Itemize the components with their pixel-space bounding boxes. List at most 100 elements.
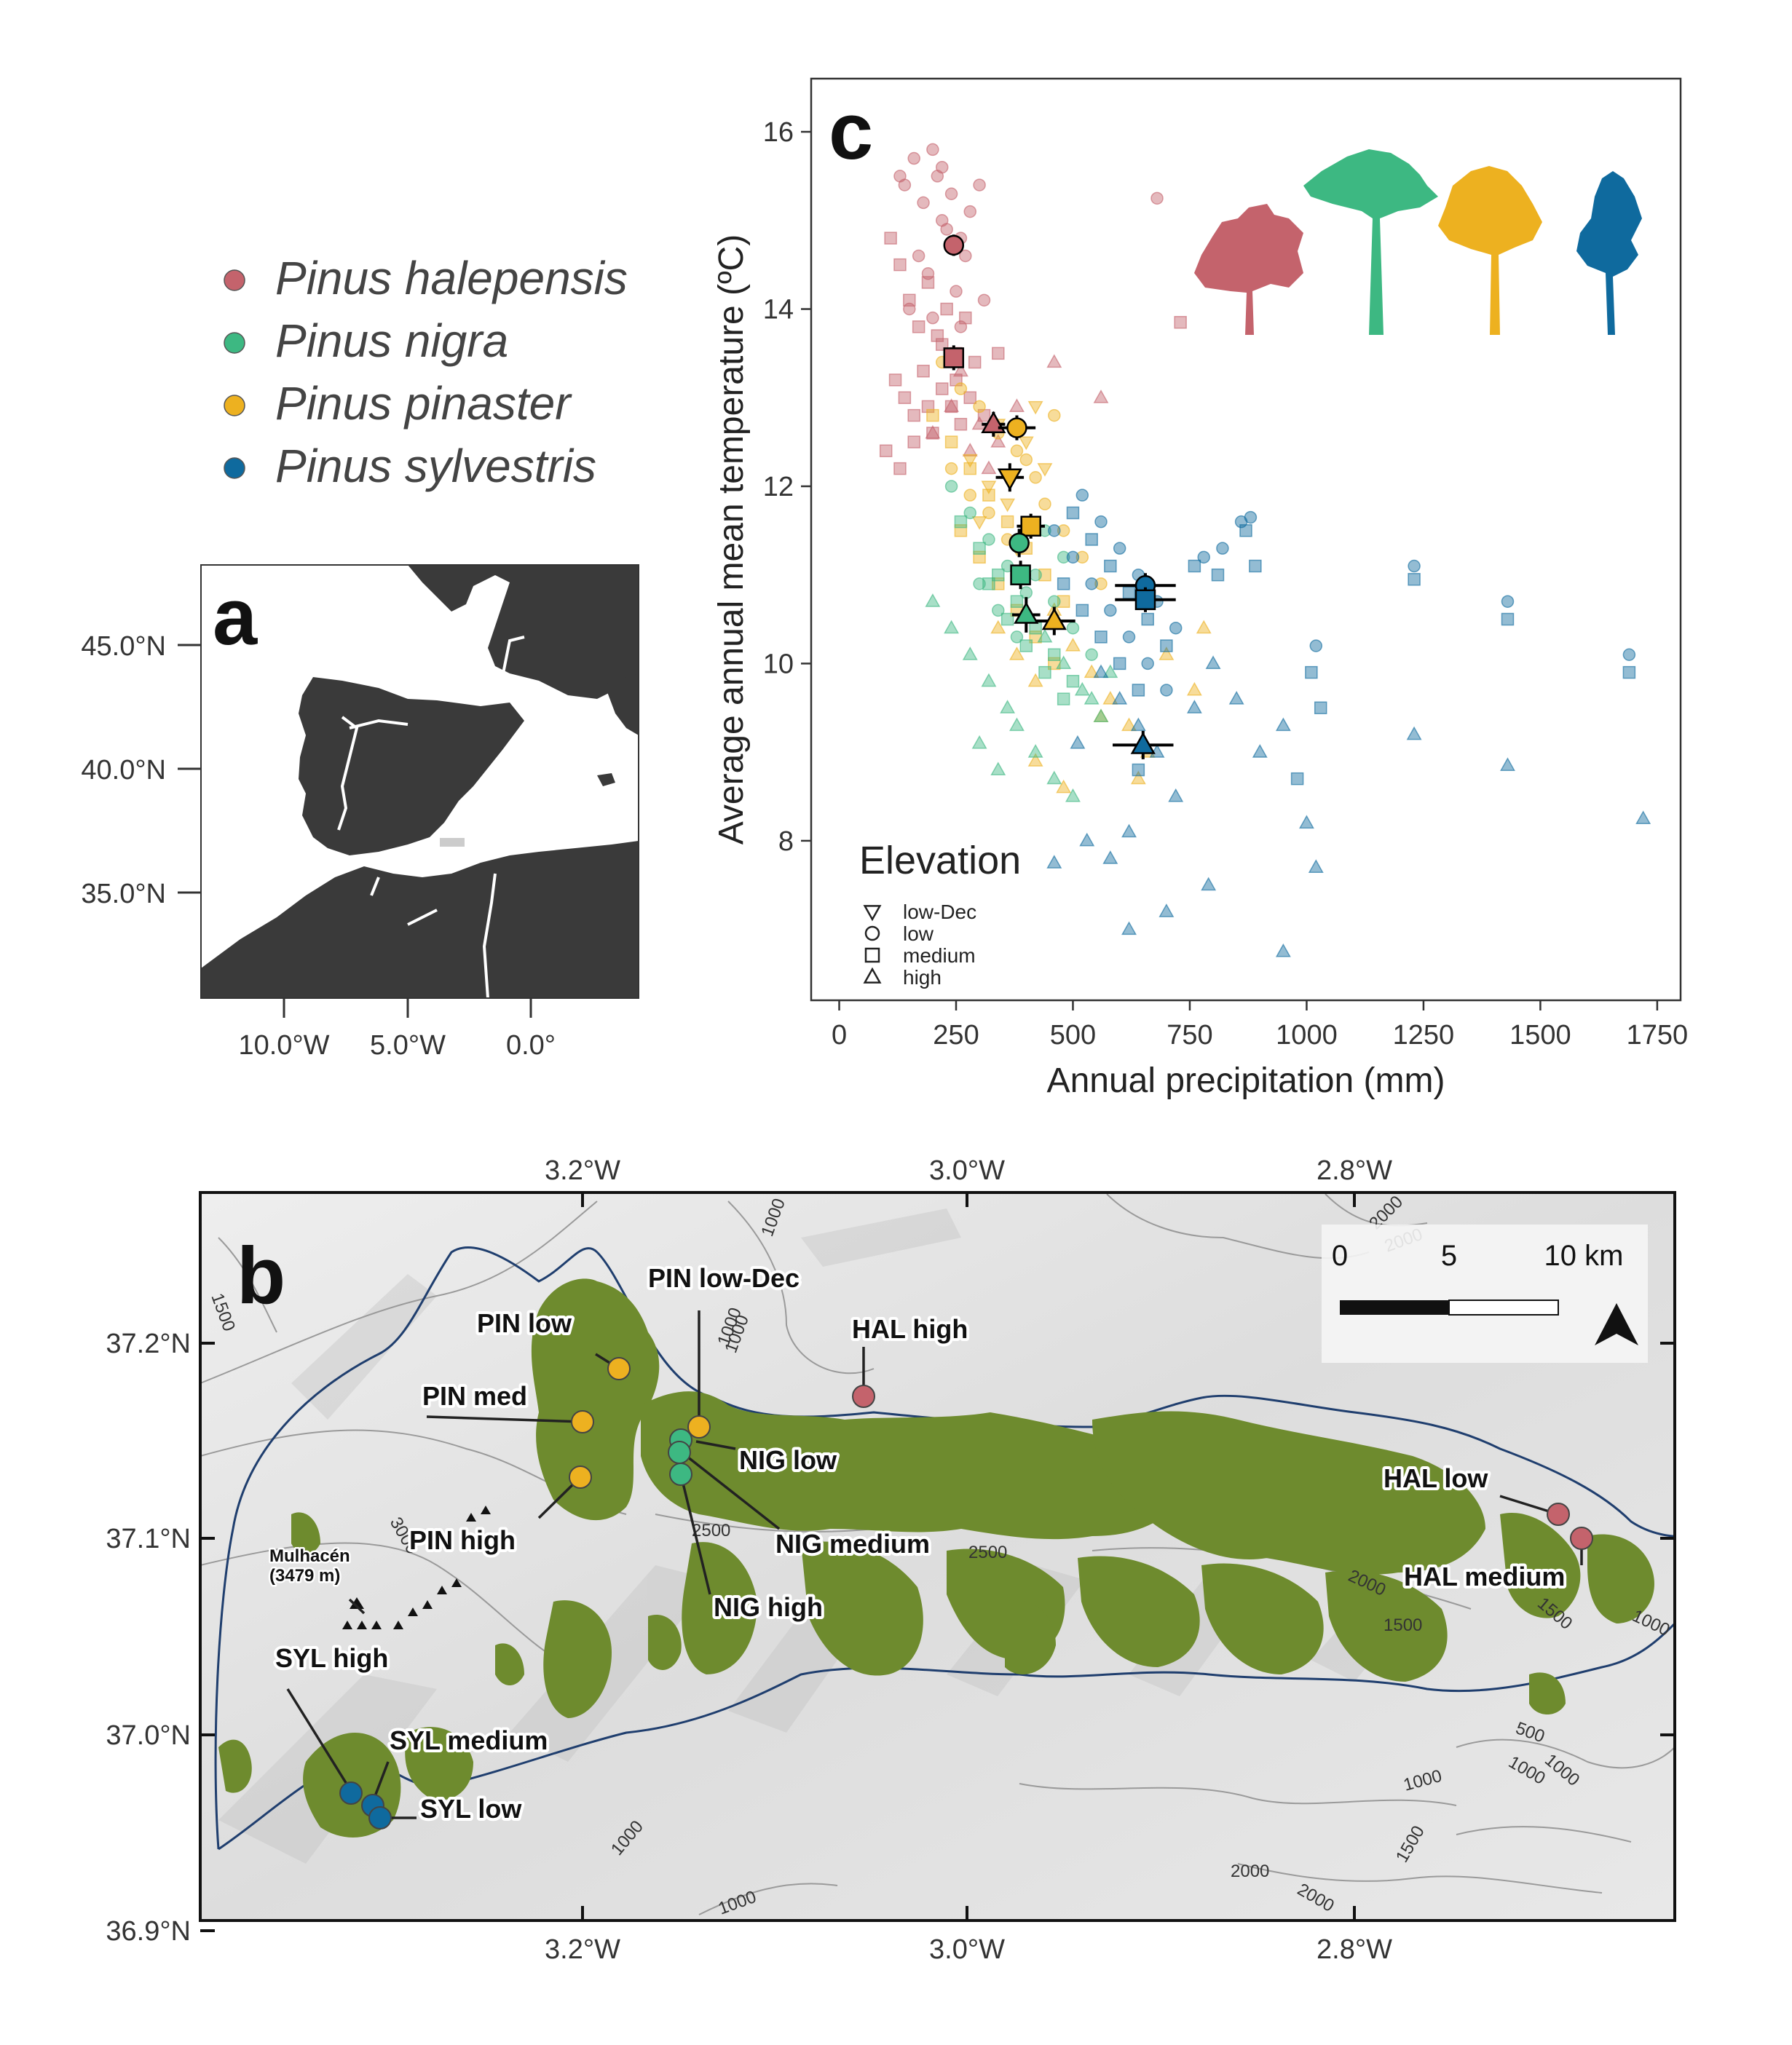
chart-point-sylvestris bbox=[1121, 921, 1137, 936]
chart-point-nigra bbox=[1027, 744, 1043, 758]
chart-point-halepensis bbox=[879, 444, 893, 458]
chart-point-halepensis bbox=[944, 398, 960, 412]
legend-label-sylvestris: Pinus sylvestris bbox=[275, 440, 596, 492]
chart-point-sylvestris bbox=[1066, 550, 1080, 564]
chart-point-nigra bbox=[1057, 692, 1070, 705]
chart-mean-sylvestris-medium bbox=[1115, 587, 1176, 612]
chart-point-pinaster bbox=[1102, 690, 1118, 705]
chart-point-halepensis bbox=[968, 355, 982, 369]
chart-point-pinaster bbox=[963, 488, 977, 502]
legend-label-nigra: Pinus nigra bbox=[275, 315, 508, 367]
chart-y-tick-label: 10 bbox=[763, 649, 794, 679]
chart-point-sylvestris bbox=[1132, 763, 1145, 777]
chart-point-halepensis bbox=[962, 443, 978, 456]
panel-b-letter: b bbox=[237, 1231, 285, 1321]
chart-means bbox=[943, 234, 1176, 759]
chart-point-pinaster bbox=[962, 454, 978, 468]
elevation-legend-shape bbox=[864, 947, 880, 963]
chart-point-halepensis bbox=[921, 276, 935, 289]
site-label-pin-low-dec: PIN low-Dec bbox=[648, 1263, 800, 1293]
chart-point-sylvestris bbox=[1085, 533, 1098, 546]
chart-point-sylvestris bbox=[1408, 573, 1421, 586]
contour-label: 2000 bbox=[1231, 1862, 1269, 1881]
chart-point-nigra bbox=[992, 604, 1005, 617]
chart-point-sylvestris bbox=[1501, 612, 1515, 626]
tree-pinaster-icon bbox=[1303, 149, 1438, 335]
chart-point-nigra bbox=[1066, 621, 1080, 635]
chart-point-pinaster bbox=[944, 435, 958, 448]
peak-name: Mulhacén bbox=[269, 1546, 350, 1566]
chart-point-pinaster bbox=[963, 462, 977, 475]
panel-b-xtick-bottom-3-2w: 3.2°W bbox=[545, 1934, 620, 1965]
chart-point-halepensis bbox=[893, 462, 907, 475]
chart-x-axis-label: Annual precipitation (mm) bbox=[1047, 1061, 1445, 1100]
chart-y-tick-label: 8 bbox=[778, 826, 794, 857]
chart-point-pinaster bbox=[1018, 436, 1034, 451]
chart-point-nigra bbox=[1084, 690, 1100, 705]
site-label-syl-medium: SYL medium bbox=[390, 1725, 548, 1755]
site-labels: PIN low PIN low-Dec PIN med PIN high NIG… bbox=[268, 1260, 1568, 1827]
chart-point-nigra bbox=[1057, 550, 1070, 564]
chart-point-halepensis bbox=[893, 258, 907, 272]
chart-mean-marker bbox=[943, 347, 965, 368]
chart-point-pinaster bbox=[981, 480, 997, 495]
chart-mean-marker bbox=[1020, 515, 1041, 537]
site-marker-pin-low bbox=[607, 1357, 631, 1380]
chart-point-halepensis bbox=[912, 320, 925, 333]
chart-point-nigra bbox=[1102, 664, 1118, 679]
chart-point-sylvestris bbox=[1122, 586, 1136, 599]
land-iberia bbox=[299, 677, 524, 855]
panel-b-xtick-bottom-2-8w: 2.8°W bbox=[1317, 1934, 1392, 1965]
chart-point-sylvestris bbox=[1290, 772, 1304, 786]
chart-point-nigra bbox=[1000, 700, 1016, 713]
elevation-legend-shape bbox=[863, 905, 882, 922]
scale-label-10: 10 km bbox=[1544, 1240, 1624, 1272]
chart-point-nigra bbox=[944, 480, 958, 493]
chart-point-nigra bbox=[1010, 595, 1024, 608]
panel-b-xtick-top-3-2w: 3.2°W bbox=[545, 1155, 620, 1186]
land-europe bbox=[408, 565, 639, 699]
species-legend: Pinus halepensis Pinus nigra Pinus pinas… bbox=[224, 252, 628, 492]
chart-point-nigra bbox=[992, 568, 1005, 582]
chart-point-sylvestris bbox=[1309, 639, 1323, 652]
chart-point-nigra bbox=[971, 735, 987, 749]
panel-c-letter: c bbox=[829, 87, 873, 176]
panel-a-xtick-10w: 10.0°W bbox=[238, 1030, 329, 1061]
chart-point-nigra bbox=[944, 620, 960, 634]
chart-point-sylvestris bbox=[1244, 510, 1258, 524]
site-label-hal-low: HAL low bbox=[1384, 1463, 1488, 1493]
scale-label-0: 0 bbox=[1332, 1240, 1348, 1272]
site-label-syl-low: SYL low bbox=[420, 1794, 522, 1824]
panel-a-ytick-40: 40.0°N bbox=[81, 755, 166, 786]
legend-label-pinaster: Pinus pinaster bbox=[275, 377, 572, 430]
chart-x-tick-label: 1750 bbox=[1627, 1020, 1689, 1051]
site-marker-nig-high bbox=[669, 1463, 692, 1486]
chart-point-sylvestris bbox=[1121, 823, 1137, 838]
map-sites bbox=[339, 1357, 1593, 1830]
panel-a-map: a 45.0°N 40.0°N 35.0°N 10.0°W 5.0°W 0.0° bbox=[81, 564, 639, 1061]
chart-point-sylvestris bbox=[1228, 690, 1244, 705]
chart-point-nigra bbox=[973, 542, 986, 555]
chart-point-pinaster bbox=[982, 506, 995, 520]
tree-sylvestris-icon bbox=[1576, 171, 1642, 335]
chart-point-sylvestris bbox=[1112, 690, 1128, 705]
elevation-legend-shape bbox=[863, 967, 882, 984]
chart-mean-sylvestris-high bbox=[1113, 730, 1174, 759]
site-label-hal-medium: HAL medium bbox=[1404, 1562, 1565, 1591]
chart-point-halepensis bbox=[907, 435, 920, 448]
chart-point-nigra bbox=[982, 577, 995, 590]
chart-point-nigra bbox=[1085, 648, 1098, 661]
panel-a-xtick-0: 0.0° bbox=[506, 1030, 556, 1061]
legend-swatch-sylvestris bbox=[224, 457, 245, 479]
chart-point-nigra bbox=[1029, 621, 1042, 635]
chart-point-halepensis bbox=[893, 170, 907, 183]
chart-mean-nigra-low bbox=[1009, 529, 1030, 558]
chart-point-halepensis bbox=[935, 382, 949, 395]
chart-point-nigra bbox=[1065, 788, 1081, 802]
panel-a-xtick-5w: 5.0°W bbox=[370, 1030, 446, 1061]
chart-y-tick-label: 16 bbox=[763, 117, 794, 148]
chart-point-sylvestris bbox=[1130, 717, 1146, 732]
pine-forest-patches bbox=[218, 1278, 1654, 1838]
chart-point-sylvestris bbox=[1275, 717, 1291, 732]
panel-b-ytick-37-1n: 37.1°N bbox=[106, 1524, 191, 1554]
